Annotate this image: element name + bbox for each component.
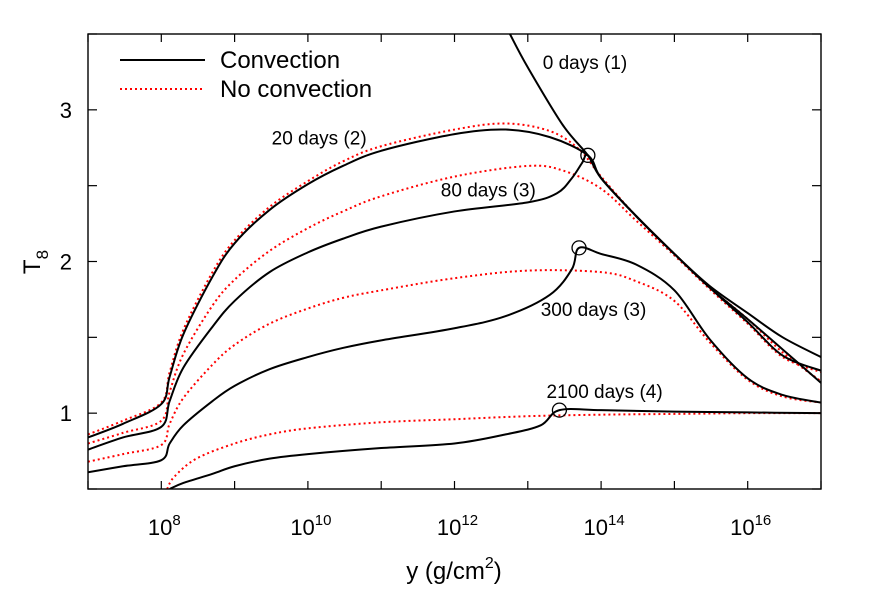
y-tick-label: 2: [60, 250, 72, 275]
circle-marker-1: [580, 147, 596, 163]
legend: Convection No convection: [120, 47, 372, 103]
curve-annotation-2: 20 days (2): [272, 129, 367, 150]
circle-marker-2: [571, 240, 587, 256]
curve-annotation-3: 80 days (3): [441, 180, 536, 201]
x-tick-label: 108: [148, 512, 181, 540]
legend-label-convection: Convection: [220, 47, 340, 74]
x-axis-title: y (g/cm2): [406, 555, 502, 585]
curve-annotation-5: 2100 days (4): [547, 382, 663, 403]
circle-marker-3: [551, 402, 568, 418]
curve-annotation-4: 300 days (3): [541, 300, 647, 321]
x-tick-label: 1010: [290, 512, 331, 540]
series-line-conv-80: [88, 153, 821, 451]
series-line-conv-300: [88, 246, 821, 474]
y-tick-label: 1: [60, 401, 72, 426]
series-line-conv-2100: [169, 407, 821, 489]
tick-layer: 108 1010 1012 1014 1016 1 2 3: [60, 33, 822, 540]
y-axis-title: T8: [19, 250, 52, 274]
series-line-conv-20: [88, 128, 821, 439]
marker-layer: [551, 147, 596, 418]
x-tick-label: 1014: [584, 512, 625, 540]
annotation-layer: 0 days (1) 20 days (2) 80 days (3) 300 days…: [272, 53, 663, 403]
series-line-noconv-20: [88, 122, 821, 436]
series-line-noconv-80: [88, 164, 821, 445]
series-line-noconv-2100: [166, 412, 821, 489]
legend-label-no-convection: No convection: [220, 76, 372, 103]
x-tick-label: 1016: [730, 512, 771, 540]
plot-frame: [87, 33, 822, 490]
series-layer: [88, 34, 821, 489]
curve-annotation-1: 0 days (1): [543, 53, 627, 74]
series-line-noconv-300: [88, 269, 821, 463]
x-tick-label: 1012: [437, 512, 478, 540]
y-tick-label: 3: [60, 98, 72, 123]
